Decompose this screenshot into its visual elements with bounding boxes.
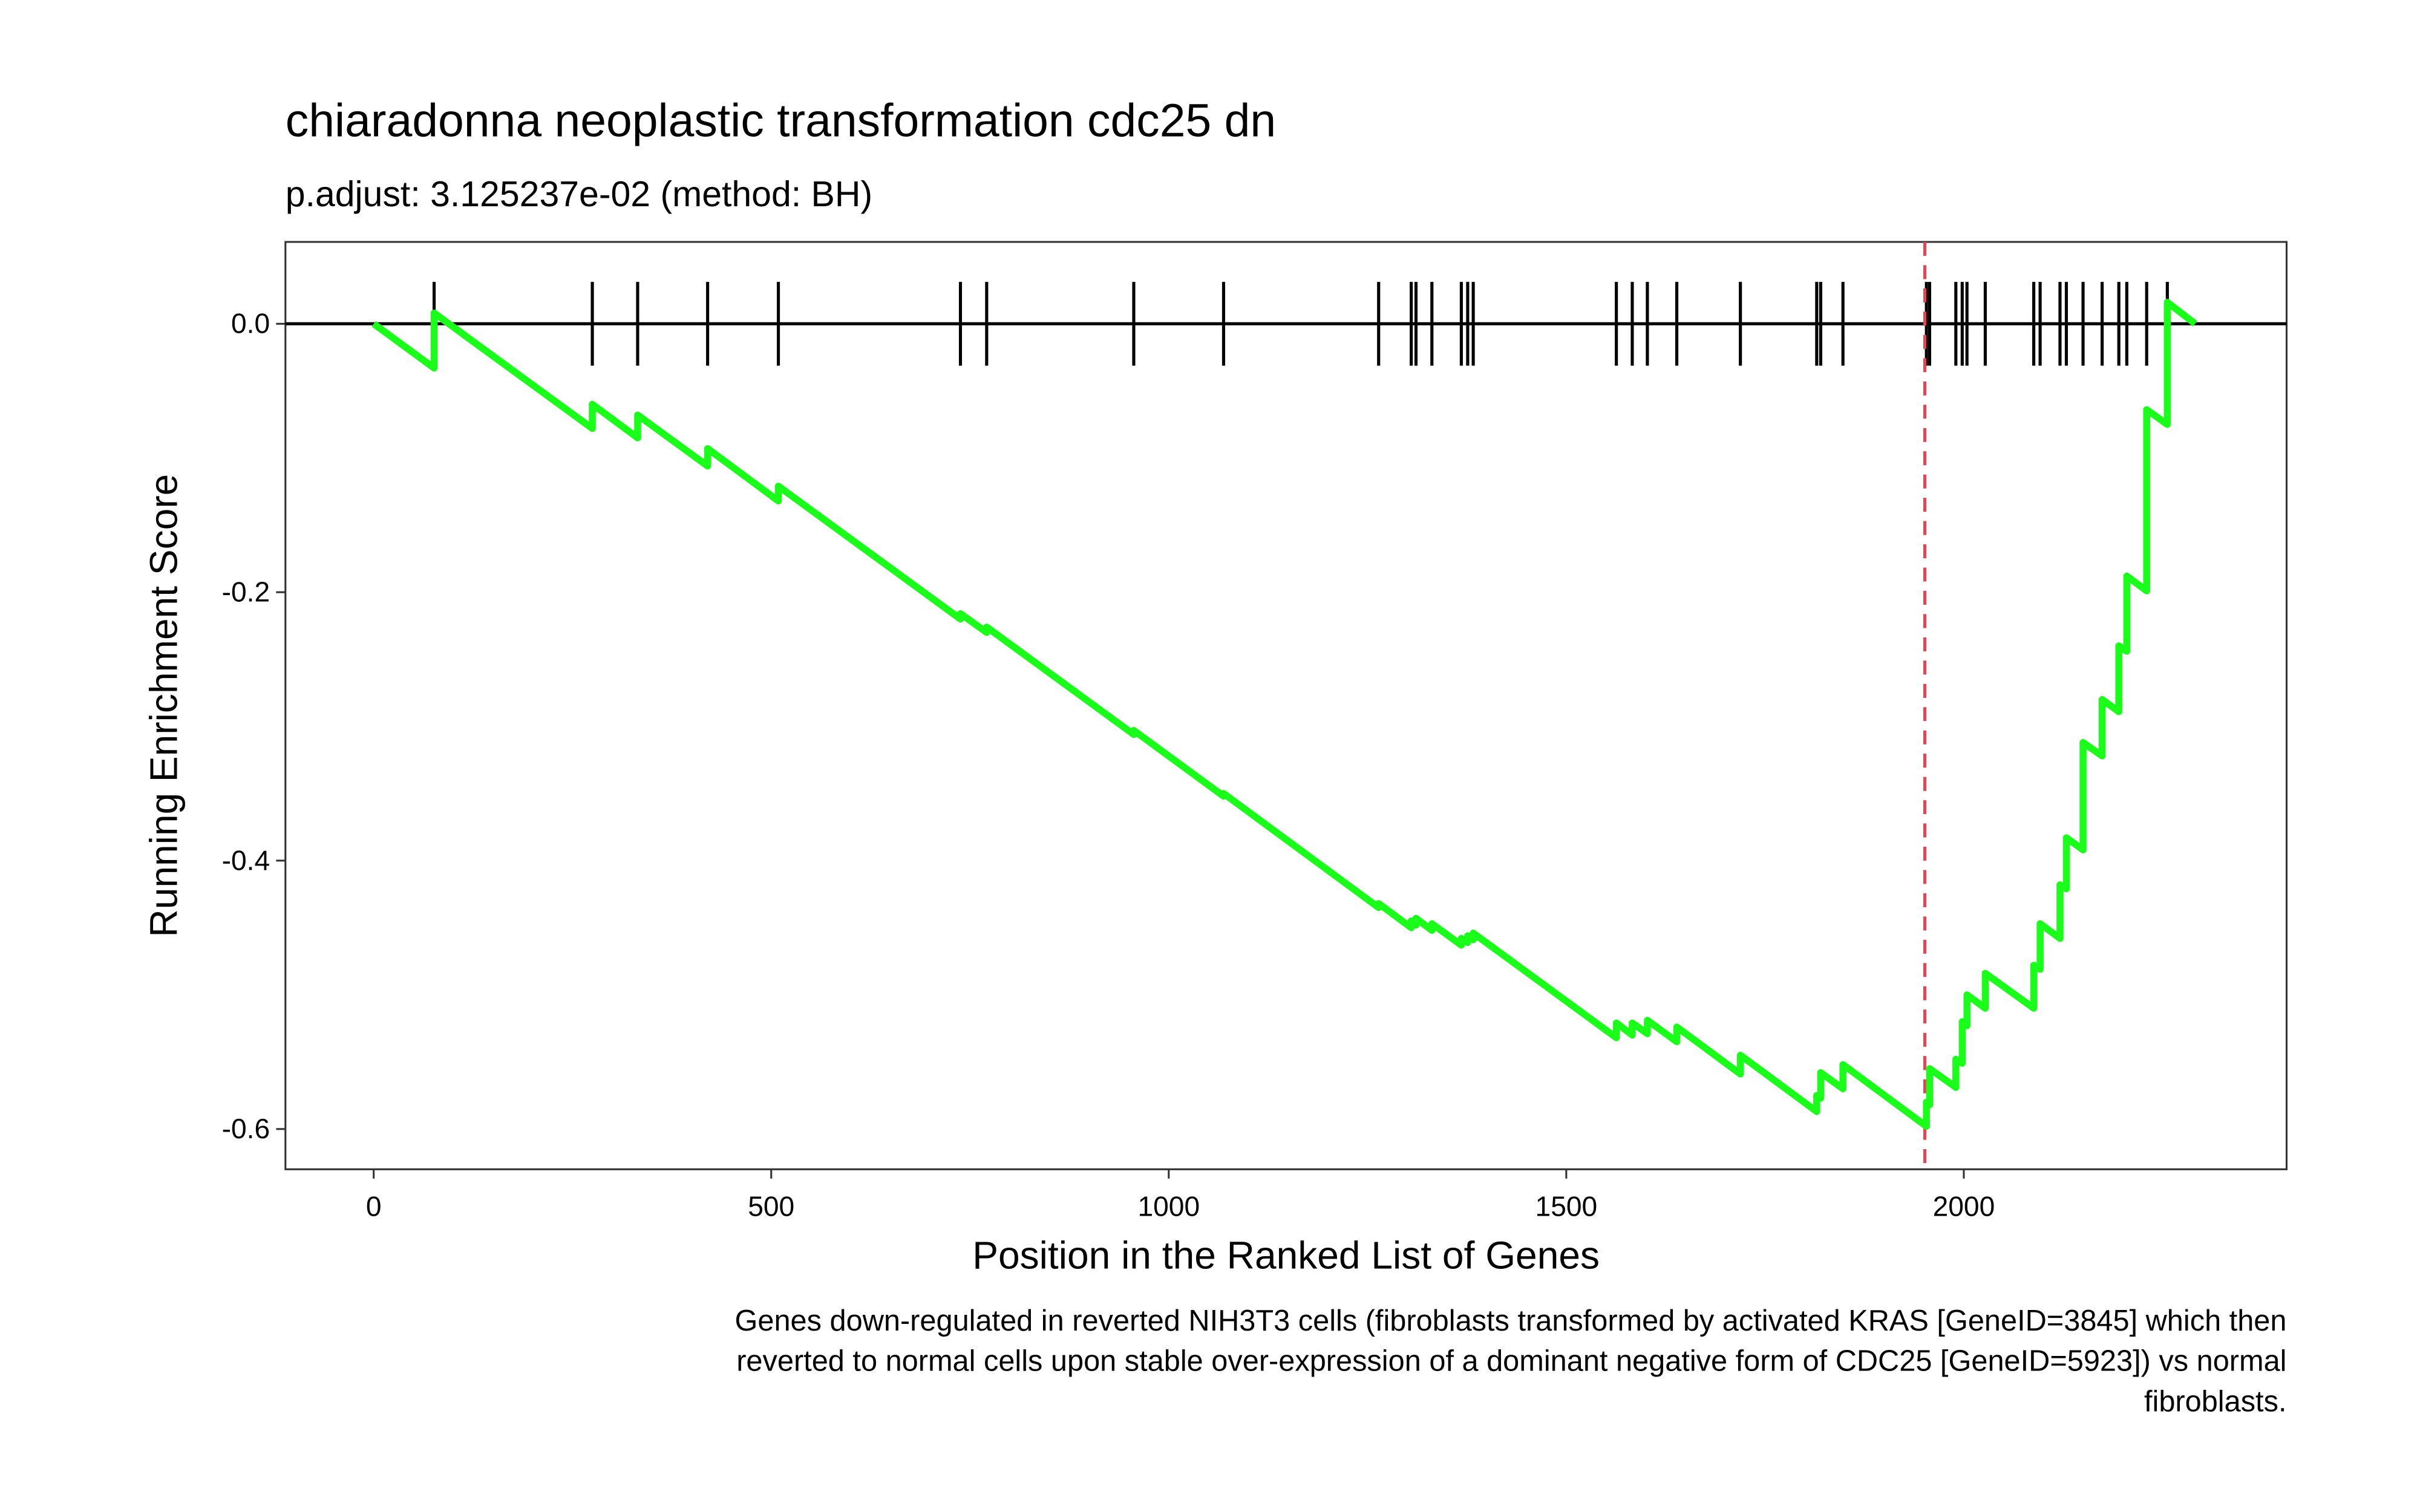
caption: reverted to normal cells upon stable ove… bbox=[736, 1345, 2286, 1378]
y-tick-label: -0.4 bbox=[222, 844, 270, 876]
x-tick-label: 1000 bbox=[1137, 1190, 1200, 1222]
x-tick-label: 0 bbox=[366, 1190, 382, 1222]
caption: Genes down-regulated in reverted NIH3T3 … bbox=[735, 1305, 2287, 1337]
x-axis-title: Position in the Ranked List of Genes bbox=[972, 1233, 1600, 1277]
x-tick-label: 1500 bbox=[1535, 1190, 1598, 1222]
es-line bbox=[371, 299, 2197, 1130]
x-tick-label: 500 bbox=[748, 1190, 794, 1222]
y-tick-label: -0.6 bbox=[222, 1113, 270, 1144]
chart-title: chiaradonna neoplastic transformation cd… bbox=[286, 95, 1276, 147]
plot-frame bbox=[284, 241, 2288, 1170]
y-tick-label: 0.0 bbox=[231, 308, 270, 339]
y-axis-title: Running Enrichment Score bbox=[142, 474, 185, 937]
chart-subtitle: p.adjust: 3.125237e-02 (method: BH) bbox=[286, 175, 872, 214]
y-tick-label: -0.2 bbox=[222, 576, 270, 608]
caption: fibroblasts. bbox=[2144, 1385, 2287, 1418]
x-tick-label: 2000 bbox=[1933, 1190, 1995, 1222]
